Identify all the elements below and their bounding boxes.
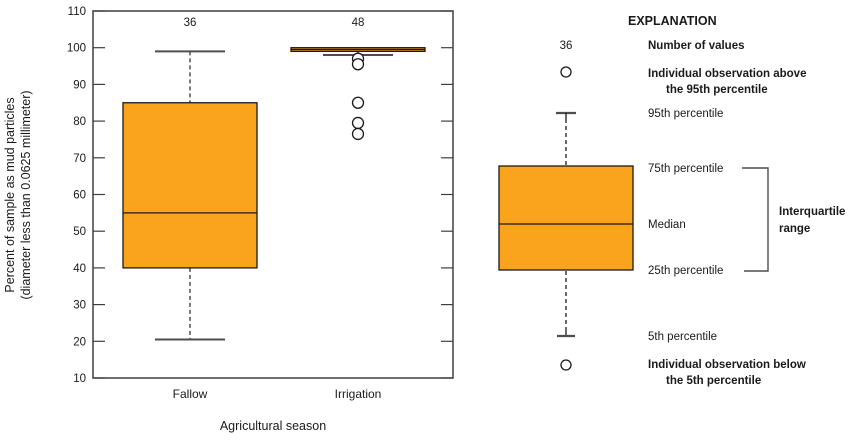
y-tick-label: 50: [73, 226, 86, 238]
interquartile-bracket: [742, 167, 769, 272]
y-tick-label: 10: [73, 373, 86, 385]
n-label: 48: [352, 17, 365, 29]
outlier-point: [351, 58, 365, 71]
outlier-point: [351, 96, 365, 109]
n-label: 36: [184, 17, 197, 29]
legend-title: EXPLANATION: [628, 14, 717, 28]
y-tick-label: 100: [67, 43, 86, 55]
y-tick-label: 30: [73, 300, 86, 312]
box-fallow: [122, 102, 258, 269]
outlier-point: [351, 127, 365, 141]
x-category-label: Irrigation: [335, 387, 382, 401]
outlier-above-icon: [560, 66, 572, 78]
explanation-legend: EXPLANATION 36 Number of values Individu…: [498, 14, 845, 387]
y-tick-label: 60: [73, 190, 86, 202]
legend-label-obs-below-line2: the 5th percentile: [666, 375, 761, 387]
y-tick-label: 70: [73, 153, 86, 165]
legend-label-number-of-values: Number of values: [648, 40, 745, 52]
y-axis-title-line1: Percent of sample as mud particles: [3, 97, 17, 292]
x-category-label: Fallow: [173, 387, 208, 401]
y-tick-label: 20: [73, 336, 86, 348]
legend-label-obs-below-line1: Individual observation below: [648, 359, 806, 371]
y-tick-label: 40: [73, 263, 86, 275]
legend-label-95th-percentile: 95th percentile: [648, 108, 723, 120]
outlier-point: [351, 116, 365, 130]
legend-box-icon: [498, 165, 634, 271]
y-axis-title-line2: (diameter less than 0.0625 millimeter): [19, 90, 33, 299]
outlier-below-icon: [560, 359, 572, 371]
legend-label-interquartile-line2: range: [779, 223, 810, 235]
y-tick-label: 110: [68, 6, 86, 18]
legend-label-obs-above-line1: Individual observation above: [648, 68, 806, 80]
legend-label-median: Median: [648, 219, 686, 231]
x-axis-title: Agricultural season: [220, 419, 326, 433]
legend-label-obs-above-line2: the 95th percentile: [666, 84, 768, 96]
legend-label-interquartile-line1: Interquartile: [779, 206, 845, 218]
boxplot-chart: 110 100 90 80 70 60 50 40 30 20 10 36 Fallow 48 Irriga…: [3, 6, 454, 433]
y-tick-label: 80: [73, 116, 86, 128]
legend-label-25th-percentile: 25th percentile: [648, 265, 723, 277]
legend-n-value: 36: [560, 40, 573, 52]
legend-label-5th-percentile: 5th percentile: [648, 331, 717, 343]
y-tick-label: 90: [73, 79, 86, 91]
legend-label-75th-percentile: 75th percentile: [648, 163, 723, 175]
